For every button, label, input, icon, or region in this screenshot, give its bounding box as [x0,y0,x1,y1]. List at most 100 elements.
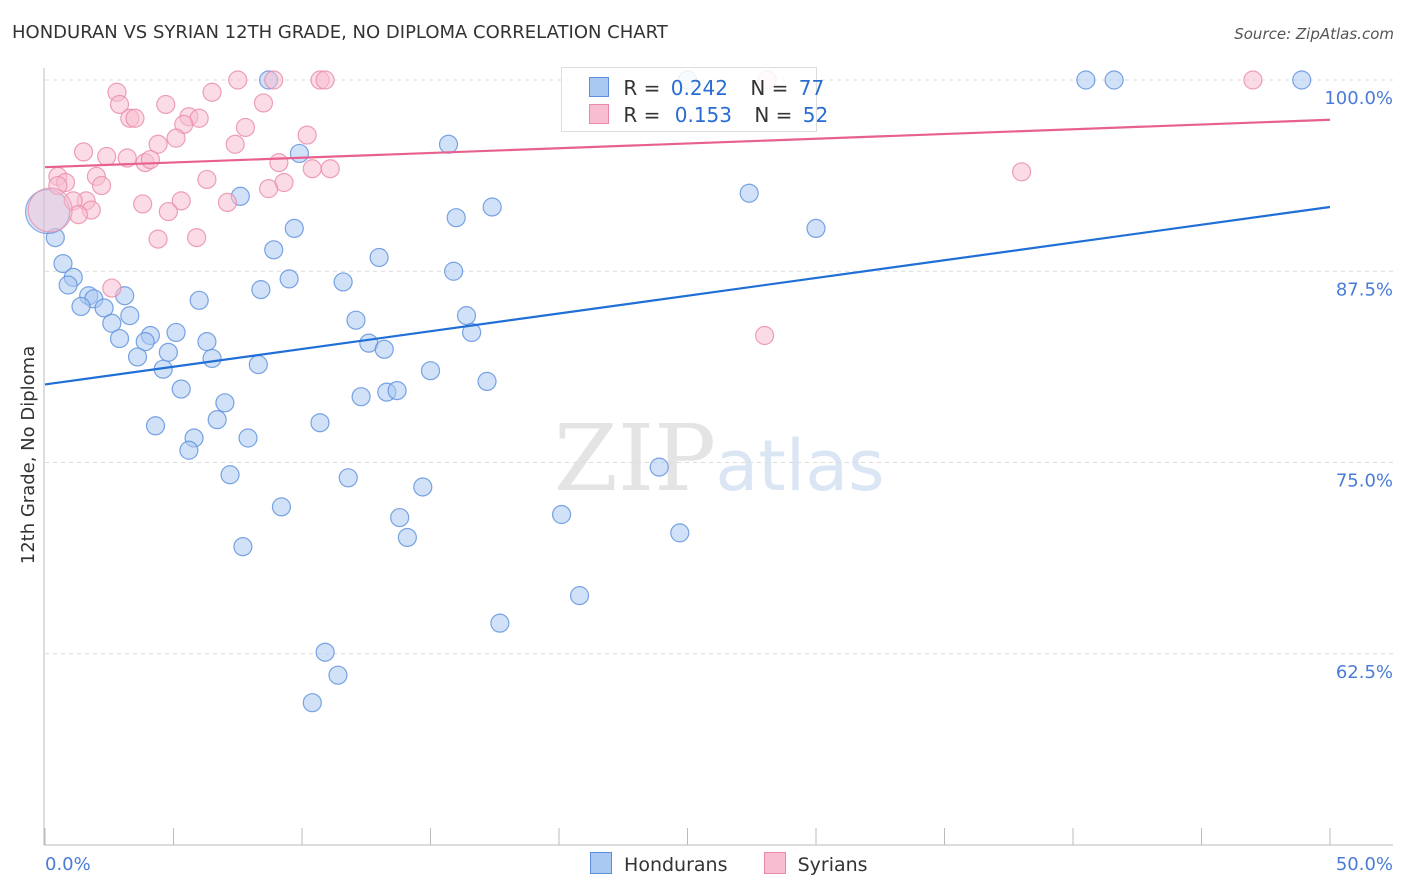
data-point-hondurans [202,348,222,369]
legend-swatch-blue [590,852,612,874]
data-point-syrians [133,194,153,214]
data-point-syrians [91,175,112,196]
data-point-syrians [754,325,775,346]
data-point-syrians [68,205,89,225]
data-point-hondurans [413,477,433,497]
y-axis-label: 12th Grade, No Diploma [18,346,39,564]
data-point-hondurans [238,428,258,448]
data-point-hondurans [220,465,240,485]
data-point-hondurans [551,504,572,525]
data-point-syrians [225,134,245,154]
data-point-syrians [48,175,68,196]
legend-item-syrians[interactable]: Syrians [763,852,868,876]
data-point-hondurans [328,665,348,685]
bottom-legend: Hondurans Syrians [590,852,868,876]
data-point-hondurans [649,457,669,477]
data-point-syrians [202,82,222,102]
data-point-hondurans [420,361,441,381]
data-point-hondurans [248,354,268,375]
data-point-hondurans [806,218,826,239]
data-point-hondurans [333,272,353,292]
chart-source: Source: ZipAtlas.com [1234,25,1394,43]
data-point-syrians [1243,70,1263,90]
data-point-syrians [117,148,137,168]
data-point-hondurans [1292,70,1312,90]
data-point-hondurans [387,380,407,401]
n-label: N = [754,103,793,127]
data-point-hondurans [127,347,148,367]
data-point-hondurans [58,275,78,295]
watermark: ZIP atlas [554,405,885,512]
data-point-syrians [140,149,160,170]
data-point-hondurans [189,290,209,310]
data-point-syrians [264,70,284,90]
data-point-syrians [297,125,317,145]
data-point-syrians [148,229,168,249]
data-point-syrians [197,169,217,190]
data-point-hondurans [310,413,330,433]
y-tick-label: 62.5% [1336,662,1393,683]
data-point-hondurans [490,613,510,633]
data-point-syrians [166,128,186,148]
data-point-hondurans [444,261,464,281]
data-point-syrians [228,70,248,90]
data-point-syrians [315,70,335,90]
data-point-hondurans [197,332,217,352]
data-point-hondurans [289,143,310,164]
data-point-hondurans [739,183,759,203]
n-label: N = [750,76,789,100]
data-point-syrians [269,153,289,173]
data-point-hondurans [166,322,186,343]
trend-line-syrians [44,118,1331,169]
y-tick-label: 75.0% [1336,471,1393,492]
legend-label: Hondurans [624,854,728,876]
data-point-syrians [253,93,274,113]
legend-row-syrians: R = 0.153 N = 52 [589,103,828,127]
y-tick-label: 87.5% [1336,279,1393,300]
r-value: 0.242 [670,76,728,100]
data-point-syrians [1011,162,1032,182]
data-point-hondurans [215,393,235,413]
n-value: 52 [802,103,829,127]
data-point-hondurans [462,322,482,343]
data-point-hondurans [284,218,304,239]
data-point-hondurans [302,693,322,713]
data-point-hondurans [390,507,410,528]
data-point-hondurans [477,371,497,392]
svg-text:ZIP: ZIP [554,405,716,512]
data-point-hondurans [346,310,366,330]
y-tick-label: 100.0% [1324,88,1393,109]
legend-swatch-pink [589,104,609,124]
data-point-hondurans [315,642,335,662]
data-point-hondurans [1076,70,1096,90]
data-point-syrians [73,142,94,162]
data-point-hondurans [569,586,590,606]
data-point-syrians [258,179,279,199]
data-point-hondurans [158,342,178,362]
data-point-hondurans [397,527,417,548]
x-tick-label-50: 50.0% [1336,854,1393,875]
data-point-syrians [302,159,322,179]
trend-line-hondurans [44,205,1331,386]
legend-row-hondurans: R = 0.242 N = 77 [589,76,824,100]
data-point-hondurans [102,313,122,333]
data-point-syrians [125,108,145,128]
data-point-hondurans [171,379,191,399]
data-point-hondurans [109,328,130,349]
data-point-syrians [97,146,117,167]
r-label: R = [623,76,661,100]
data-point-hondurans [482,197,502,217]
data-point-hondurans [271,497,292,517]
data-point-hondurans [279,269,299,289]
data-point-hondurans [145,416,166,436]
data-point-hondurans [338,468,358,488]
data-point-hondurans [369,247,389,268]
data-point-syrians [187,227,207,248]
data-point-syrians [235,117,256,138]
legend-item-hondurans[interactable]: Hondurans [590,852,734,876]
data-point-hondurans [135,332,155,352]
data-point-hondurans [120,306,140,326]
data-point-hondurans [233,537,253,557]
